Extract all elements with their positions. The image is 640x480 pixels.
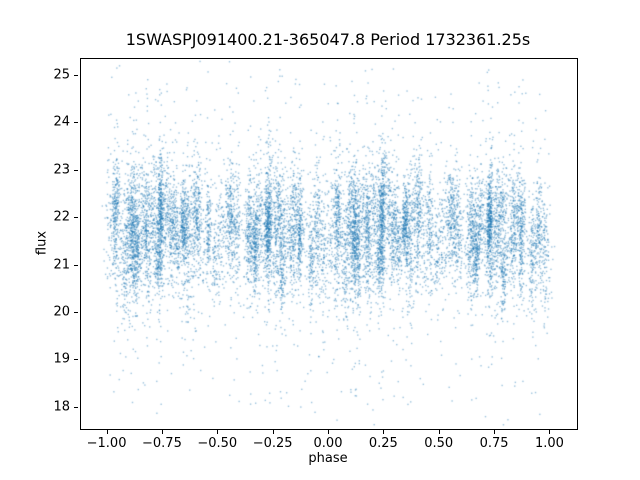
y-tick-mark [74,264,78,266]
y-tick-mark [74,217,78,219]
y-tick-mark [74,122,78,124]
x-tick-label: 0.75 [479,436,509,451]
y-tick-mark [74,359,78,361]
x-tick-label: 0.00 [313,436,343,451]
y-tick-label: 21 [53,257,70,273]
y-tick-label: 19 [53,351,70,367]
x-tick-label: −0.25 [252,436,293,451]
x-tick-mark [106,430,108,434]
x-tick-mark [272,430,274,434]
x-tick-label: 0.50 [424,436,454,451]
y-tick-mark [74,169,78,171]
scatter-canvas [81,59,577,429]
x-tick-mark [494,430,496,434]
x-axis-label: phase [308,451,348,466]
y-axis-label: flux [34,230,50,256]
y-tick-label: 22 [53,209,70,225]
y-tick-mark [74,406,78,408]
x-tick-label: −0.50 [197,436,238,451]
x-tick-mark [383,430,385,434]
x-tick-label: −1.00 [86,436,127,451]
x-tick-label: 0.25 [368,436,398,451]
x-tick-mark [328,430,329,434]
y-tick-mark [74,311,78,313]
x-tick-mark [217,430,219,434]
y-tick-label: 18 [53,399,70,415]
y-tick-label: 23 [53,162,70,178]
x-tick-mark [549,430,551,434]
x-tick-label: 1.00 [534,436,564,451]
y-tick-label: 24 [53,114,70,130]
x-tick-mark [438,430,440,434]
y-tick-mark [74,75,78,77]
y-tick-label: 25 [53,67,70,83]
x-tick-mark [161,430,163,434]
axes-frame [80,58,578,430]
y-tick-label: 20 [53,304,70,320]
chart-title: 1SWASPJ091400.21-365047.8 Period 1732361… [125,30,531,49]
x-tick-label: −0.75 [142,436,182,451]
